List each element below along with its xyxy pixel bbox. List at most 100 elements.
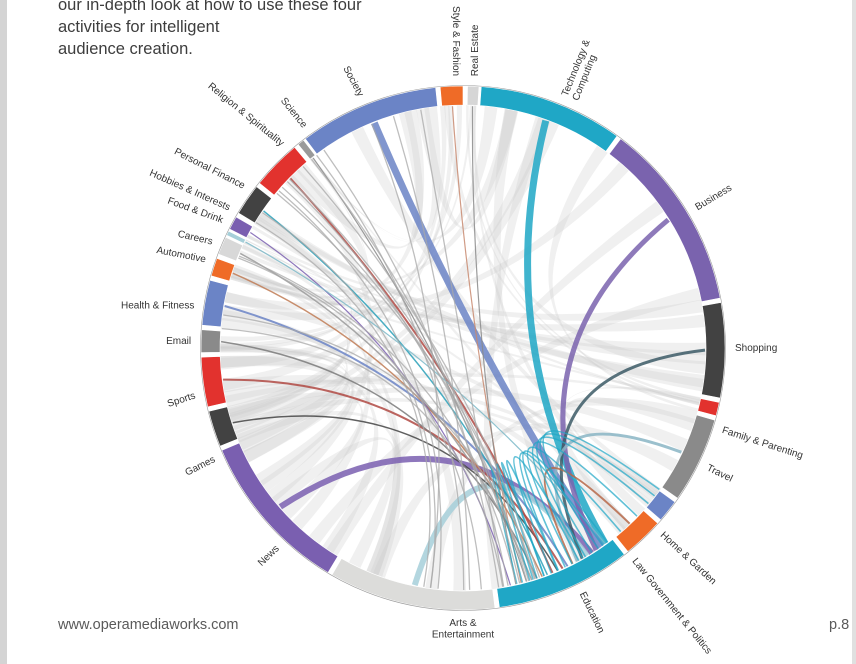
label-line: Style & Fashion xyxy=(450,6,461,76)
ribbon xyxy=(222,162,629,321)
chord-education-fan xyxy=(513,456,584,574)
arc-business xyxy=(608,138,721,302)
label-news: News xyxy=(256,543,282,568)
label-line: Religion & Spirituality xyxy=(206,81,286,149)
ribbon xyxy=(224,373,701,408)
arc-automotive xyxy=(210,258,236,282)
chord-education-fan xyxy=(531,441,638,561)
label-automotive: Automotive xyxy=(156,245,208,265)
chord-lines xyxy=(220,106,706,591)
label-line: Education xyxy=(577,590,606,635)
chord-real-estate-education xyxy=(471,106,517,585)
chord-grey xyxy=(278,190,442,589)
chord-grey xyxy=(371,123,440,588)
ribbon xyxy=(220,317,348,451)
ribbon xyxy=(290,110,424,249)
label-health-fitness: Health & Fitness xyxy=(121,300,194,311)
ribbon xyxy=(493,108,587,564)
label-travel: Travel xyxy=(705,462,734,484)
chord-grey xyxy=(302,165,541,578)
arc-travel xyxy=(661,414,716,499)
ribbon xyxy=(221,309,401,576)
label-line: Real Estate xyxy=(470,24,481,76)
ribbon xyxy=(483,116,548,590)
arc-style-fashion xyxy=(439,85,464,107)
chord-grey xyxy=(316,154,465,591)
ribbon xyxy=(243,242,705,388)
ribbon xyxy=(228,264,349,422)
chord-grey xyxy=(262,212,436,588)
chord-grey xyxy=(392,116,471,590)
ribbon xyxy=(232,266,402,576)
label-sports: Sports xyxy=(166,390,197,409)
chord-ribbons xyxy=(220,105,706,591)
label-line: Careers xyxy=(177,228,214,247)
label-games: Games xyxy=(183,454,217,478)
footer-url[interactable]: www.operamediaworks.com xyxy=(58,617,239,633)
arc-food-drink xyxy=(226,230,246,244)
chord-religion-spirituality-education xyxy=(289,177,554,574)
intro-line: audience creation. xyxy=(58,40,193,58)
label-line: Travel xyxy=(705,462,734,484)
outer-ring xyxy=(200,85,726,611)
chord-grey xyxy=(289,178,536,580)
label-line: News xyxy=(256,543,282,568)
chord-society-education xyxy=(371,121,604,549)
ribbon xyxy=(229,234,352,306)
label-email: Email xyxy=(166,336,191,347)
intro-line: activities for intelligent xyxy=(58,18,220,36)
label-line: Arts & xyxy=(449,618,477,629)
label-line: Sports xyxy=(166,390,197,409)
chord-grey xyxy=(238,257,482,590)
label-line: Science xyxy=(278,96,309,131)
page-number: p.8 xyxy=(829,617,850,633)
chord-grey xyxy=(238,255,517,585)
chord-education-fan xyxy=(522,450,608,568)
intro-text: our in-depth look at how to use these fo… xyxy=(58,0,398,60)
arc-family-parenting xyxy=(697,398,720,417)
label-line: Shopping xyxy=(735,343,777,354)
ribbon xyxy=(311,106,441,242)
chord-arcs xyxy=(200,85,726,611)
arc-news xyxy=(221,442,339,573)
arc-hobbies-interests xyxy=(229,216,253,239)
chord-grey xyxy=(255,222,431,587)
label-line: Games xyxy=(183,454,217,478)
chord-education-fan xyxy=(536,436,649,558)
arc-shopping xyxy=(701,302,726,399)
arc-real-estate xyxy=(466,85,480,106)
label-line: Entertainment xyxy=(432,629,494,640)
arc-games xyxy=(208,406,239,447)
chord-education-fan xyxy=(500,462,545,579)
arc-health-fitness xyxy=(201,279,229,328)
label-science: Science xyxy=(278,96,309,131)
ribbon xyxy=(311,157,631,531)
ribbon xyxy=(220,347,350,463)
ribbon xyxy=(267,174,374,503)
label-shopping: Shopping xyxy=(735,343,777,354)
arc-personal-finance xyxy=(238,186,272,224)
label-business: Business xyxy=(693,182,733,212)
chord-grey xyxy=(286,181,509,586)
label-line: Family & Parenting xyxy=(721,425,805,462)
ribbon xyxy=(271,437,397,569)
ribbon xyxy=(246,234,704,321)
ribbon xyxy=(416,107,519,230)
intro-line: our in-depth look at how to use these fo… xyxy=(58,0,362,14)
label-religion-spirituality: Religion & Spirituality xyxy=(206,81,286,149)
label-line: Email xyxy=(166,336,191,347)
arc-society xyxy=(304,87,438,155)
label-society: Society xyxy=(341,64,366,98)
ribbon xyxy=(227,392,364,519)
ribbon xyxy=(232,268,706,332)
chord-technology-computing-education xyxy=(524,119,609,546)
chord-grey xyxy=(281,186,528,582)
arc-careers xyxy=(218,236,244,262)
ribbon xyxy=(238,250,706,356)
chord-education-fan xyxy=(539,433,656,554)
label-line: Society xyxy=(341,64,366,98)
ribbon xyxy=(230,241,351,306)
label-style-fashion: Style & Fashion xyxy=(450,6,461,76)
label-education: Education xyxy=(577,590,606,635)
